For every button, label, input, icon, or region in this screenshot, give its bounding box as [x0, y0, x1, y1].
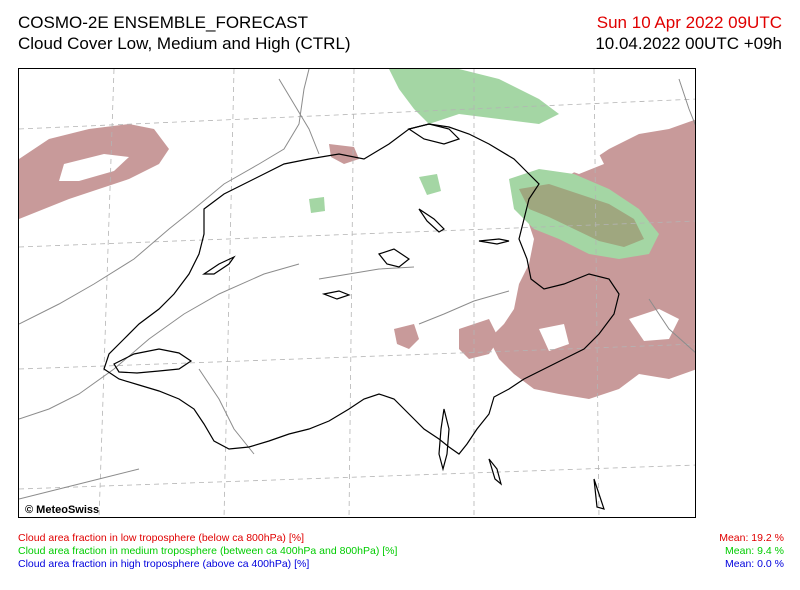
legend-row-high: Cloud area fraction in high troposphere … — [18, 558, 784, 571]
lake-constance — [407, 123, 461, 145]
legend: Cloud area fraction in low troposphere (… — [18, 532, 784, 571]
legend-low-label: Cloud area fraction in low troposphere (… — [18, 532, 304, 544]
legend-high-mean: Mean: 0.0 % — [725, 558, 784, 570]
valid-time: Sun 10 Apr 2022 09UTC — [596, 13, 782, 32]
legend-medium-label: Cloud area fraction in medium tropospher… — [18, 545, 398, 557]
lake-maggiore — [438, 408, 450, 472]
title-field: Cloud Cover Low, Medium and High (CTRL) — [18, 34, 351, 53]
lake-geneva — [113, 348, 193, 374]
terrain-lines — [19, 69, 695, 500]
legend-low-mean: Mean: 19.2 % — [719, 532, 784, 544]
lake-zurich — [418, 208, 445, 233]
overlap-cloud-patch — [519, 184, 644, 247]
lake-como — [488, 458, 503, 486]
legend-high-label: Cloud area fraction in high troposphere … — [18, 558, 310, 570]
lake-walen — [478, 238, 510, 245]
overlap-cloud-layer — [519, 184, 644, 247]
time-block: Sun 10 Apr 2022 09UTC 10.04.2022 00UTC +… — [595, 12, 782, 54]
forecast-map: © MeteoSwiss — [18, 68, 696, 518]
legend-row-medium: Cloud area fraction in medium tropospher… — [18, 545, 784, 558]
low-cloud-patch-south — [459, 319, 499, 359]
lake-garda — [593, 478, 605, 510]
title-model: COSMO-2E ENSEMBLE_FORECAST — [18, 13, 309, 32]
title-block: COSMO-2E ENSEMBLE_FORECAST Cloud Cover L… — [18, 12, 351, 54]
lake-lucerne — [377, 248, 411, 268]
swiss-border — [103, 123, 620, 455]
low-cloud-patch-center — [394, 324, 419, 349]
lake-neuchatel — [202, 255, 236, 275]
country-border — [103, 123, 620, 510]
map-canvas: © MeteoSwiss — [19, 69, 695, 517]
copyright-label: © MeteoSwiss — [25, 504, 99, 516]
clear-gaps — [59, 144, 679, 351]
low-cloud-patch-north — [329, 144, 359, 164]
lake-thun — [321, 290, 351, 300]
mid-cloud-patch-left — [309, 197, 325, 213]
mid-cloud-patch-small — [419, 174, 441, 195]
coordinate-grid — [19, 69, 695, 517]
legend-medium-mean: Mean: 9.4 % — [725, 545, 784, 557]
legend-row-low: Cloud area fraction in low troposphere (… — [18, 532, 784, 545]
run-time: 10.04.2022 00UTC +09h — [595, 34, 782, 53]
